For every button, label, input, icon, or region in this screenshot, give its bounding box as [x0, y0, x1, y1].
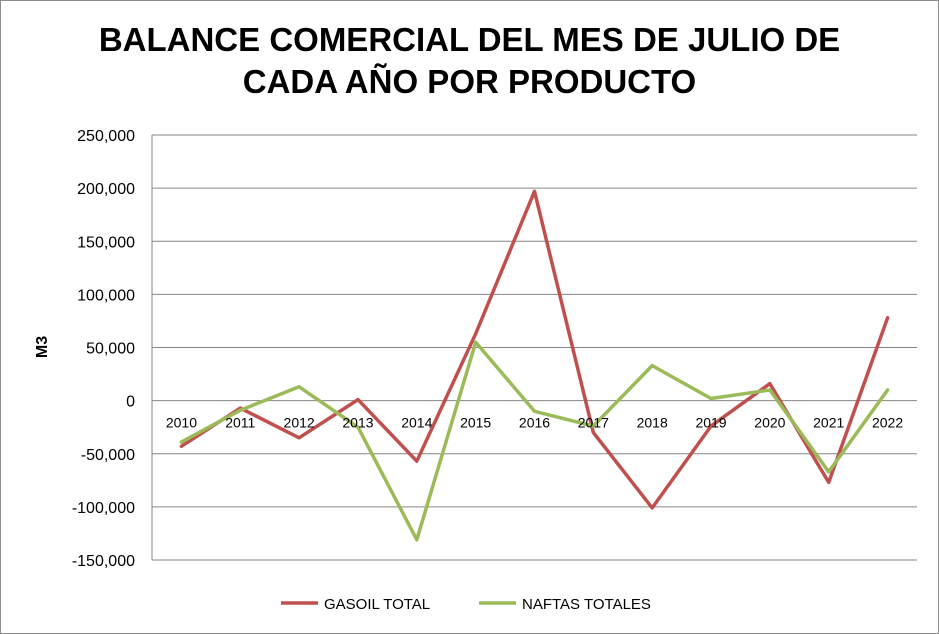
x-tick-label: 2010 [166, 415, 197, 431]
x-tick-label: 2019 [695, 415, 726, 431]
series-line-gasoil-total [179, 189, 890, 510]
x-tick-label: 2012 [284, 415, 315, 431]
y-tick-label: 100,000 [77, 287, 135, 304]
y-tick-label: 200,000 [77, 181, 135, 198]
legend-label: NAFTAS TOTALES [522, 596, 651, 613]
y-tick-label: 250,000 [77, 128, 135, 145]
x-tick-label: 2020 [754, 415, 785, 431]
gridlines [151, 134, 917, 561]
series-line-naftas-totales [179, 340, 890, 542]
y-tick-label: -150,000 [72, 553, 135, 570]
y-tick-label: 150,000 [77, 234, 135, 251]
y-tick-label: -50,000 [81, 447, 135, 464]
chart-title-line-2: CADA AÑO POR PRODUCTO [242, 63, 697, 100]
y-tick-label: 0 [126, 394, 135, 411]
x-tick-label: 2011 [225, 415, 255, 431]
y-axis-ticks: -150,000 -100,000 -50,000 0 50,000 100,000 150… [72, 128, 135, 570]
x-tick-label: 2018 [637, 415, 668, 431]
chart-title: BALANCE COMERCIAL DEL MES DE JULIO DE CA… [1, 19, 938, 103]
legend-label: GASOIL TOTAL [324, 596, 430, 613]
x-tick-label: 2013 [342, 415, 373, 431]
x-tick-label: 2016 [519, 415, 550, 431]
x-tick-label: 2015 [460, 415, 491, 431]
series-lines [179, 189, 890, 542]
legend: GASOIL TOTAL NAFTAS TOTALES [281, 596, 651, 613]
x-axis-ticks: 2010 2011 2012 2013 2014 2015 2016 2017 2018 2019… [166, 415, 904, 431]
y-axis-label: M3 [34, 336, 51, 358]
y-tick-label: -100,000 [72, 500, 135, 517]
x-tick-label: 2022 [872, 415, 903, 431]
x-tick-label: 2021 [813, 415, 844, 431]
y-tick-label: 50,000 [86, 341, 135, 358]
x-tick-label: 2017 [578, 415, 609, 431]
x-tick-label: 2014 [401, 415, 432, 431]
chart-title-line-1: BALANCE COMERCIAL DEL MES DE JULIO DE [98, 21, 841, 58]
